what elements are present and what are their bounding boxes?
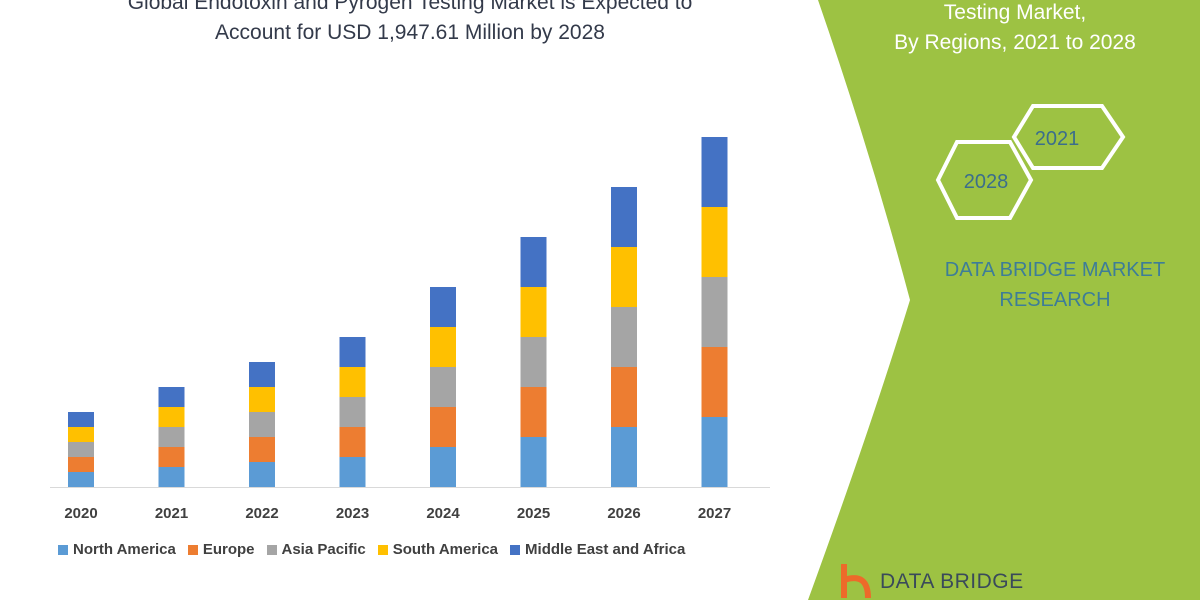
bar-segment-2021-europe	[158, 447, 185, 467]
x-tick-label: 2025	[517, 505, 550, 522]
legend-swatch	[377, 544, 388, 555]
bar-segment-2027-asia-pacific	[701, 277, 728, 347]
legend-item: North America	[58, 541, 176, 558]
bar-segment-2026-europe	[611, 367, 637, 427]
hex-2028-label: 2028	[964, 171, 1009, 193]
bar-segment-2024-asia-pacific	[430, 367, 456, 407]
bar-segment-2020-europe	[68, 457, 94, 472]
brand-text: DATA BRIDGE MARKET RESEARCH	[920, 255, 1190, 315]
legend-item: Asia Pacific	[266, 541, 366, 558]
bar-segment-2021-asia-pacific	[158, 427, 185, 447]
bar-segment-2027-south-america	[701, 207, 728, 277]
legend-item: South America	[377, 541, 499, 558]
x-tick-label: 2020	[64, 505, 97, 522]
legend-label: Asia Pacific	[281, 541, 366, 558]
bar-segment-2022-south-america	[249, 387, 275, 412]
bar-segment-2025-asia-pacific	[520, 337, 547, 387]
legend-swatch	[58, 544, 68, 555]
chart-title: Global Endotoxin and Pyrogen Testing Mar…	[0, 0, 820, 48]
bar-segment-2024-middle-east-and-africa	[430, 287, 456, 327]
bar-segment-2020-asia-pacific	[68, 442, 94, 457]
bar-segment-2026-asia-pacific	[611, 307, 637, 367]
bar-segment-2027-north-america	[701, 417, 728, 487]
bar-segment-2026-north-america	[611, 427, 637, 487]
bar-segment-2022-asia-pacific	[249, 412, 275, 437]
chart-legend: North America Europe Asia Pacific South Ame…	[58, 541, 685, 558]
hex-2021-label: 2021	[1035, 128, 1080, 150]
logo-icon	[841, 564, 871, 599]
bar-segment-2020-south-america	[68, 427, 94, 442]
legend-swatch	[510, 544, 521, 555]
brand-line-1: DATA BRIDGE MARKET	[944, 259, 1166, 281]
bar-segment-2026-south-america	[611, 247, 637, 307]
bar-segment-2026-middle-east-and-africa	[611, 187, 637, 247]
bar-segment-2024-europe	[430, 407, 456, 447]
stacked-bar-chart: 2020 2021 2022 2023 2024 2025 2026 2027	[50, 137, 770, 522]
bar-segment-2023-asia-pacific	[339, 397, 366, 427]
bar-segment-2020-north-america	[68, 472, 94, 487]
bar-segment-2022-middle-east-and-africa	[249, 362, 275, 387]
bar-segment-2021-middle-east-and-africa	[158, 387, 185, 407]
bar-segment-2025-north-america	[520, 437, 547, 487]
x-tick-label: 2024	[426, 505, 460, 522]
x-tick-label: 2022	[245, 505, 278, 522]
green-panel-shape	[808, 0, 1200, 600]
panel-title: Testing Market, By Regions, 2021 to 2028	[830, 0, 1200, 58]
hexagon-2021	[1011, 104, 1126, 170]
bar-segment-2024-south-america	[430, 327, 456, 367]
bar-segment-2025-middle-east-and-africa	[520, 237, 547, 287]
bar-segment-2023-north-america	[339, 457, 366, 487]
bar-segment-2023-europe	[339, 427, 366, 457]
x-tick-label: 2026	[607, 505, 640, 522]
hexagon-2028	[935, 140, 1034, 220]
logo-text: DATA BRIDGE	[880, 570, 1024, 593]
bar-segment-2022-europe	[249, 437, 275, 462]
x-tick-label: 2021	[155, 505, 188, 522]
legend-item: Europe	[187, 541, 255, 558]
bar-segment-2022-north-america	[249, 462, 275, 487]
bar-segment-2027-middle-east-and-africa	[701, 137, 728, 207]
legend-swatch	[266, 544, 277, 555]
data-bridge-logo: DATA BRIDGE	[838, 562, 1024, 600]
bar-segment-2025-south-america	[520, 287, 547, 337]
x-tick-label: 2023	[336, 505, 369, 522]
bar-segment-2023-middle-east-and-africa	[339, 337, 366, 367]
legend-label: Europe	[202, 541, 255, 558]
bar-segment-2023-south-america	[339, 367, 366, 397]
brand-line-2: RESEARCH	[999, 289, 1111, 311]
legend-label: Middle East and Africa	[525, 541, 686, 558]
panel-title-line-1: Testing Market,	[943, 1, 1087, 24]
bar-segment-2024-north-america	[430, 447, 456, 487]
legend-item: Middle East and Africa	[510, 541, 685, 558]
bar-segment-2025-europe	[520, 387, 547, 437]
panel-title-line-2: By Regions, 2021 to 2028	[894, 31, 1136, 54]
bar-segment-2020-middle-east-and-africa	[68, 412, 94, 427]
legend-label: South America	[392, 541, 499, 558]
bar-segment-2021-north-america	[158, 467, 185, 487]
title-line-2: Account for USD 1,947.61 Million by 2028	[215, 21, 605, 44]
legend-label: North America	[73, 541, 176, 558]
bar-segment-2027-europe	[701, 347, 728, 417]
x-tick-label: 2027	[698, 505, 731, 522]
legend-swatch	[187, 544, 198, 555]
title-line-1: Global Endotoxin and Pyrogen Testing Mar…	[127, 0, 693, 14]
bar-segment-2021-south-america	[158, 407, 185, 427]
